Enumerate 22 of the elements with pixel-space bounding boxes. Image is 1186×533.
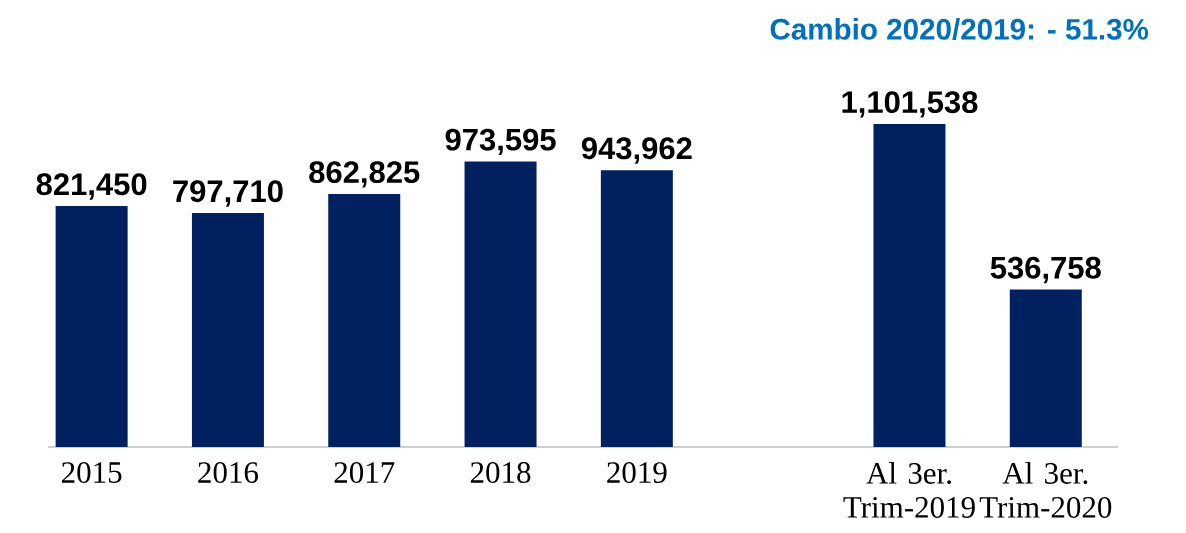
x-tick-label: 2016 [198, 462, 259, 483]
data-label: 943,962 [581, 137, 692, 164]
x-tick-label: 2018 [470, 462, 531, 483]
data-label: 1,101,538 [842, 91, 978, 118]
bar [1009, 289, 1082, 447]
x-tick-label: Al 3er. Trim-2020 [979, 462, 1112, 518]
x-tick-label: Al 3er. Trim-2019 [843, 462, 975, 518]
data-label: 862,825 [309, 161, 420, 188]
data-label: 536,758 [990, 256, 1101, 284]
data-label: 973,595 [445, 128, 556, 156]
x-tick-label: 2019 [607, 462, 667, 483]
bar [600, 170, 673, 447]
bar [328, 193, 401, 447]
x-tick-label: 2017 [334, 462, 395, 483]
x-tick-label: 2015 [61, 462, 122, 483]
data-label: 821,450 [36, 173, 147, 200]
bar [191, 213, 264, 447]
chart-title: Cambio 2020/2019: - 51.3% [770, 18, 1149, 41]
bar [873, 123, 946, 447]
bar [55, 206, 128, 447]
bar [464, 161, 537, 447]
data-label: 797,710 [173, 180, 283, 207]
